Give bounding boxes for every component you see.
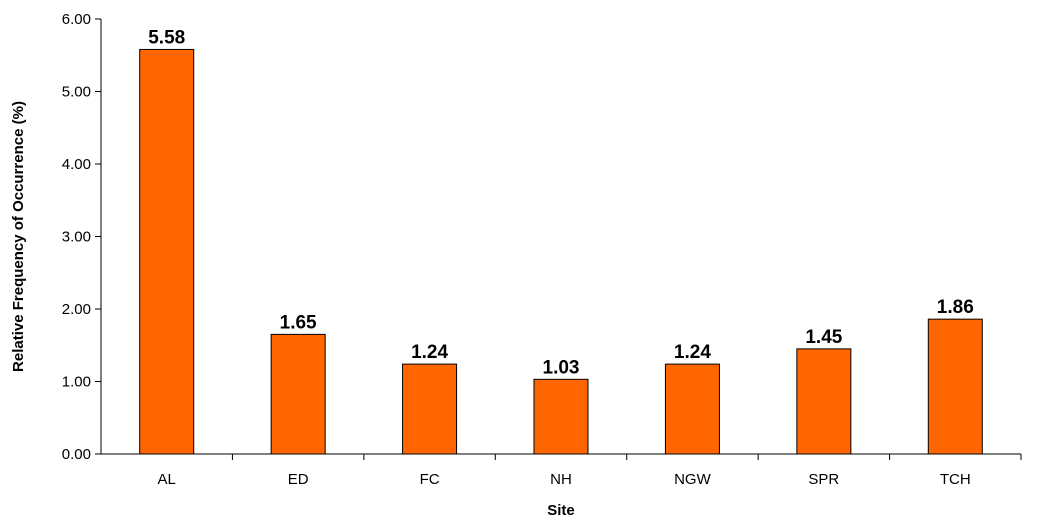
data-labels-group: 5.58 1.65 1.24 1.03 1.24 1.45 1.86 — [148, 27, 974, 378]
x-axis-ticks: AL ED FC NH NGW SPR TCH — [158, 454, 1022, 488]
data-label-spr: 1.45 — [805, 327, 842, 348]
x-tick-label-al: AL — [158, 471, 176, 488]
bar-al — [139, 48, 195, 455]
y-tick-label: 0.00 — [62, 446, 91, 463]
y-axis-title: Relative Frequency of Occurrence (%) — [10, 101, 27, 372]
bar-tch — [927, 318, 983, 455]
x-tick-label-ngw: NGW — [674, 471, 712, 488]
y-tick-label: 5.00 — [62, 84, 91, 101]
data-label-al: 5.58 — [148, 27, 185, 48]
bar-nh — [533, 378, 589, 455]
x-tick-label-spr: SPR — [808, 471, 839, 488]
y-tick-label: 4.00 — [62, 156, 91, 173]
data-label-ed: 1.65 — [280, 312, 317, 333]
y-tick-label: 2.00 — [62, 301, 91, 318]
x-tick-label-ed: ED — [288, 471, 309, 488]
data-label-ngw: 1.24 — [674, 342, 711, 363]
x-tick-label-fc: FC — [420, 471, 440, 488]
data-label-fc: 1.24 — [411, 342, 448, 363]
bar-ed — [270, 333, 326, 455]
x-axis-title: Site — [547, 502, 575, 519]
bars-group — [139, 48, 983, 455]
data-label-nh: 1.03 — [543, 357, 580, 378]
x-tick-label-nh: NH — [550, 471, 572, 488]
data-label-tch: 1.86 — [937, 297, 974, 318]
bar-fc — [402, 363, 458, 455]
y-axis-ticks: 0.00 1.00 2.00 3.00 4.00 5.00 6.00 — [62, 11, 101, 463]
y-tick-label: 3.00 — [62, 229, 91, 246]
y-tick-label: 6.00 — [62, 11, 91, 28]
bar-spr — [796, 348, 852, 455]
bar-ngw — [664, 363, 720, 455]
x-tick-label-tch: TCH — [940, 471, 971, 488]
y-tick-label: 1.00 — [62, 374, 91, 391]
